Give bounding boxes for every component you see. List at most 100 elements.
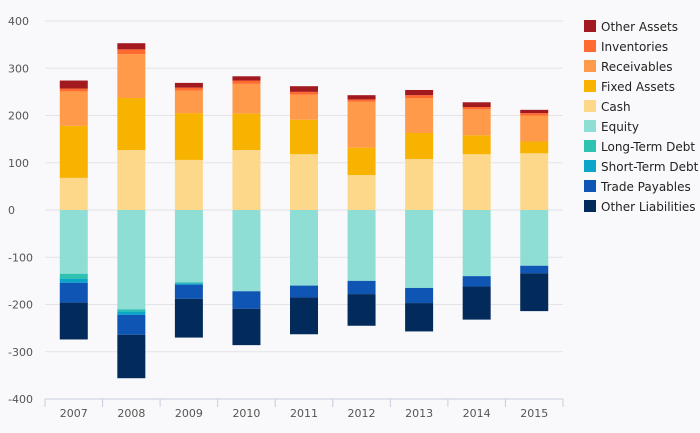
bar-equity-2010[interactable] <box>232 210 261 292</box>
bar-cash-2007[interactable] <box>59 177 88 210</box>
legend-item-other-liabilities[interactable]: Other Liabilities <box>584 200 696 214</box>
bar-short-term-debt-2009[interactable] <box>174 283 203 285</box>
bar-fixed-assets-2014[interactable] <box>462 135 491 155</box>
bar-fixed-assets-2009[interactable] <box>174 113 203 160</box>
bar-receivables-2013[interactable] <box>405 98 434 133</box>
bar-cash-2010[interactable] <box>232 149 261 210</box>
legend-swatch <box>584 160 596 172</box>
bar-other-assets-2012[interactable] <box>347 95 376 100</box>
bar-other-assets-2009[interactable] <box>174 82 203 88</box>
bar-trade-payables-2008[interactable] <box>117 314 146 335</box>
bar-other-assets-2007[interactable] <box>59 80 88 89</box>
bar-trade-payables-2014[interactable] <box>462 276 491 287</box>
bar-receivables-2015[interactable] <box>520 115 549 142</box>
bar-inventories-2009[interactable] <box>174 87 203 91</box>
bar-fixed-assets-2008[interactable] <box>117 98 146 150</box>
legend-swatch <box>584 20 596 32</box>
legend-label: Other Assets <box>601 20 678 34</box>
legend-item-short-term-debt[interactable]: Short-Term Debt <box>584 160 699 174</box>
bar-other-assets-2011[interactable] <box>290 86 318 92</box>
bar-receivables-2008[interactable] <box>117 54 146 99</box>
bar-fixed-assets-2010[interactable] <box>232 113 261 150</box>
bar-equity-2012[interactable] <box>347 210 376 281</box>
legend-label: Trade Payables <box>600 180 691 194</box>
bar-cash-2014[interactable] <box>462 154 491 210</box>
bar-trade-payables-2007[interactable] <box>59 282 88 303</box>
bar-equity-2009[interactable] <box>174 210 203 283</box>
y-tick-label: 400 <box>8 15 29 28</box>
bar-receivables-2009[interactable] <box>174 90 203 114</box>
legend-item-cash[interactable]: Cash <box>584 100 631 114</box>
bar-other-liabilities-2013[interactable] <box>405 303 434 332</box>
bar-long-term-debt-2007[interactable] <box>59 273 88 279</box>
x-tick-label-2013: 2013 <box>405 407 433 420</box>
bar-receivables-2007[interactable] <box>59 91 88 126</box>
bar-long-term-debt-2009[interactable] <box>174 282 203 284</box>
bar-receivables-2012[interactable] <box>347 101 376 148</box>
bar-other-liabilities-2012[interactable] <box>347 294 376 326</box>
legend-item-other-assets[interactable]: Other Assets <box>584 20 678 34</box>
bar-trade-payables-2009[interactable] <box>174 284 203 299</box>
bar-equity-2011[interactable] <box>290 210 318 286</box>
legend-item-receivables[interactable]: Receivables <box>584 60 673 74</box>
bar-fixed-assets-2013[interactable] <box>405 132 434 159</box>
bar-short-term-debt-2008[interactable] <box>117 311 146 315</box>
bar-receivables-2011[interactable] <box>290 94 318 120</box>
bar-inventories-2010[interactable] <box>232 80 261 84</box>
bar-cash-2008[interactable] <box>117 149 146 210</box>
bar-trade-payables-2013[interactable] <box>405 287 434 304</box>
bar-cash-2015[interactable] <box>520 153 549 210</box>
bar-trade-payables-2015[interactable] <box>520 265 549 274</box>
x-tick-label-2014: 2014 <box>463 407 491 420</box>
x-axis: 2007 2008 2009 2010 2011 2012 2013 2014 2015 <box>44 398 564 420</box>
bar-long-term-debt-2008[interactable] <box>117 309 146 312</box>
bar-inventories-2011[interactable] <box>290 91 318 95</box>
legend-item-long-term-debt[interactable]: Long-Term Debt <box>584 140 695 154</box>
bar-cash-2009[interactable] <box>174 159 203 210</box>
bar-other-liabilities-2014[interactable] <box>462 286 491 320</box>
x-tick-label-2009: 2009 <box>175 407 203 420</box>
bar-other-liabilities-2010[interactable] <box>232 308 261 346</box>
bar-other-assets-2013[interactable] <box>405 89 434 96</box>
bar-cash-2012[interactable] <box>347 175 376 210</box>
bar-other-liabilities-2009[interactable] <box>174 298 203 338</box>
bar-other-assets-2010[interactable] <box>232 76 261 81</box>
bar-receivables-2010[interactable] <box>232 83 261 114</box>
bar-other-liabilities-2008[interactable] <box>117 334 146 379</box>
bar-equity-2015[interactable] <box>520 210 549 266</box>
legend-swatch <box>584 40 596 52</box>
bar-equity-2007[interactable] <box>59 210 88 274</box>
legend-item-equity[interactable]: Equity <box>584 120 639 134</box>
bar-fixed-assets-2015[interactable] <box>520 141 549 154</box>
bar-receivables-2014[interactable] <box>462 109 491 136</box>
legend-item-fixed-assets[interactable]: Fixed Assets <box>584 80 675 94</box>
bar-trade-payables-2011[interactable] <box>290 285 318 298</box>
bar-inventories-2013[interactable] <box>405 95 434 99</box>
bar-inventories-2008[interactable] <box>117 49 146 55</box>
bar-equity-2008[interactable] <box>117 210 146 310</box>
bar-equity-2013[interactable] <box>405 210 434 288</box>
bar-cash-2011[interactable] <box>290 154 318 210</box>
bar-other-assets-2014[interactable] <box>462 102 491 107</box>
bar-other-assets-2008[interactable] <box>117 43 146 50</box>
bar-fixed-assets-2011[interactable] <box>290 119 318 155</box>
bar-cash-2013[interactable] <box>405 158 434 210</box>
bar-other-assets-2015[interactable] <box>520 109 549 114</box>
bar-fixed-assets-2012[interactable] <box>347 147 376 176</box>
bar-inventories-2012[interactable] <box>347 99 376 102</box>
bar-inventories-2007[interactable] <box>59 88 88 92</box>
bar-inventories-2015[interactable] <box>520 113 549 116</box>
bar-other-liabilities-2007[interactable] <box>59 302 88 340</box>
legend-item-inventories[interactable]: Inventories <box>584 40 668 54</box>
bar-fixed-assets-2007[interactable] <box>59 125 88 178</box>
bar-trade-payables-2010[interactable] <box>232 291 261 309</box>
x-tick-label-2011: 2011 <box>290 407 318 420</box>
bar-other-liabilities-2011[interactable] <box>290 297 318 335</box>
bar-other-liabilities-2015[interactable] <box>520 273 549 312</box>
legend-item-trade-payables[interactable]: Trade Payables <box>584 180 691 194</box>
bar-equity-2014[interactable] <box>462 210 491 277</box>
bar-inventories-2014[interactable] <box>462 106 491 110</box>
bar-short-term-debt-2007[interactable] <box>59 278 88 283</box>
bar-trade-payables-2012[interactable] <box>347 280 376 295</box>
y-axis: 400 300 200 100 0 -100 -200 -300 -400 <box>8 15 33 406</box>
